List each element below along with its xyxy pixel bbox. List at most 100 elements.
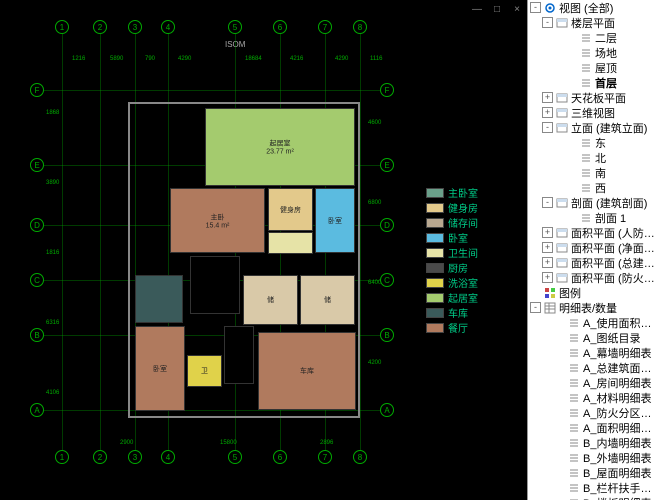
tree-label: A_房间明细表 [583, 375, 657, 391]
tree-node[interactable]: A_房间明细表 [528, 375, 657, 390]
minimize-button[interactable]: — [469, 2, 485, 16]
room-region[interactable] [268, 232, 313, 254]
tree-node[interactable]: 南 [528, 165, 657, 180]
tree-icon [580, 167, 592, 179]
expand-toggle[interactable]: + [542, 242, 553, 253]
cad-viewport[interactable]: — □ × ISOM 1122334455667788FFEEDDCCBBAA1… [0, 0, 527, 500]
tree-node[interactable]: + 面积平面 (净面积) [528, 240, 657, 255]
tree-node[interactable]: A_材料明细表 [528, 390, 657, 405]
tree-node[interactable]: - 视图 (全部) [528, 0, 657, 15]
legend-item: 健身房 [426, 200, 501, 215]
expand-toggle[interactable]: - [542, 17, 553, 28]
tree-icon [544, 302, 556, 314]
room-region[interactable] [135, 275, 183, 323]
tree-label: 西 [595, 180, 657, 196]
tree-node[interactable]: 二层 [528, 30, 657, 45]
tree-node[interactable]: A_使用面积明细表 [528, 315, 657, 330]
room-region[interactable]: 车库 [258, 332, 356, 410]
legend-label: 卧室 [448, 230, 468, 245]
tree-node[interactable]: B_内墙明细表 [528, 435, 657, 450]
tree-node[interactable]: -明细表/数量 [528, 300, 657, 315]
tree-node[interactable]: -立面 (建筑立面) [528, 120, 657, 135]
tree-icon [568, 362, 580, 374]
expand-toggle[interactable]: - [530, 302, 541, 313]
tree-icon [580, 77, 592, 89]
room-region[interactable] [190, 256, 240, 314]
expand-toggle[interactable]: - [530, 2, 541, 13]
expand-toggle[interactable]: + [542, 272, 553, 283]
legend-label: 洗浴室 [448, 275, 478, 290]
tree-node[interactable]: B_楼板明细表 [528, 495, 657, 500]
tree-label: 首层 [595, 75, 657, 91]
tree-node[interactable]: 场地 [528, 45, 657, 60]
tree-node[interactable]: A_防火分区面积明细表 [528, 405, 657, 420]
tree-node[interactable]: 屋顶 [528, 60, 657, 75]
legend-swatch [426, 263, 444, 273]
tree-icon [568, 377, 580, 389]
legend-swatch [426, 233, 444, 243]
legend-item: 起居室 [426, 290, 501, 305]
tree-node[interactable]: A_幕墙明细表 [528, 345, 657, 360]
tree-node[interactable]: -剖面 (建筑剖面) [528, 195, 657, 210]
floor-plan-drawing[interactable]: ISOM 1122334455667788FFEEDDCCBBAA1216589… [20, 20, 507, 480]
tree-node[interactable]: 图例 [528, 285, 657, 300]
tree-node[interactable]: A_总建筑面积明细表 [528, 360, 657, 375]
tree-node[interactable]: 剖面 1 [528, 210, 657, 225]
tree-node[interactable]: 东 [528, 135, 657, 150]
maximize-button[interactable]: □ [489, 2, 505, 16]
tree-label: 面积平面 (净面积) [571, 240, 657, 256]
tree-node[interactable]: 首层 [528, 75, 657, 90]
tree-icon [568, 497, 580, 500]
tree-label: 视图 (全部) [559, 0, 657, 16]
tree-icon [580, 137, 592, 149]
legend-swatch [426, 188, 444, 198]
tree-icon [556, 227, 568, 239]
room-region[interactable]: 主卧 15.4 m² [170, 188, 265, 253]
tree-node[interactable]: B_外墙明细表 [528, 450, 657, 465]
room-region[interactable] [224, 326, 254, 384]
expand-toggle[interactable]: + [542, 227, 553, 238]
tree-label: 场地 [595, 45, 657, 61]
tree-node[interactable]: B_屋面明细表 [528, 465, 657, 480]
tree-label: A_图纸目录 [583, 330, 657, 346]
legend-swatch [426, 248, 444, 258]
expand-toggle[interactable]: - [542, 122, 553, 133]
room-region[interactable]: 起居室 23.77 m² [205, 108, 355, 186]
close-button[interactable]: × [509, 2, 525, 16]
room-region[interactable]: 卧室 [135, 326, 185, 411]
tree-label: A_防火分区面积明细表 [583, 405, 657, 421]
tree-node[interactable]: B_栏杆扶手明细表 [528, 480, 657, 495]
room-region[interactable]: 卫 [187, 355, 222, 387]
room-region[interactable]: 储 [300, 275, 355, 325]
tree-node[interactable]: +面积平面 (总建筑面积) [528, 255, 657, 270]
room-region[interactable]: 储 [243, 275, 298, 325]
tree-label: 二层 [595, 30, 657, 46]
room-region[interactable]: 卧室 [315, 188, 355, 253]
tree-node[interactable]: A_图纸目录 [528, 330, 657, 345]
legend-swatch [426, 203, 444, 213]
tree-icon [568, 482, 580, 494]
project-tree[interactable]: -视图 (全部)-楼层平面二层场地屋顶首层+天花板平面+三维视图-立面 (建筑立… [528, 0, 657, 500]
tree-icon [556, 272, 568, 284]
project-browser-panel[interactable]: -视图 (全部)-楼层平面二层场地屋顶首层+天花板平面+三维视图-立面 (建筑立… [527, 0, 657, 500]
tree-node[interactable]: 北 [528, 150, 657, 165]
tree-label: B_外墙明细表 [583, 450, 657, 466]
tree-node[interactable]: +面积平面 (人防分区面积) [528, 225, 657, 240]
expand-toggle[interactable]: - [542, 197, 553, 208]
legend-label: 车库 [448, 305, 468, 320]
legend-swatch [426, 218, 444, 228]
expand-toggle[interactable]: + [542, 257, 553, 268]
tree-node[interactable]: 西 [528, 180, 657, 195]
tree-label: 屋顶 [595, 60, 657, 76]
tree-icon [568, 347, 580, 359]
tree-node[interactable]: +面积平面 (防火分区面积) [528, 270, 657, 285]
expand-toggle[interactable]: + [542, 92, 553, 103]
tree-node[interactable]: +三维视图 [528, 105, 657, 120]
tree-node[interactable]: +天花板平面 [528, 90, 657, 105]
tree-icon [568, 407, 580, 419]
tree-node[interactable]: A_面积明细表（人防面积） [528, 420, 657, 435]
tree-node[interactable]: -楼层平面 [528, 15, 657, 30]
room-region[interactable]: 健身房 [268, 188, 313, 231]
tree-label: B_栏杆扶手明细表 [583, 480, 657, 496]
expand-toggle[interactable]: + [542, 107, 553, 118]
